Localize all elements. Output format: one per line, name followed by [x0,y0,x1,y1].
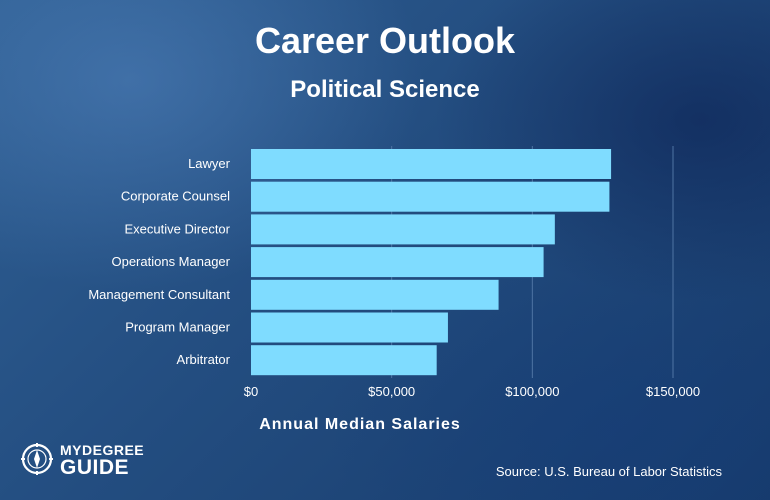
x-tick-label: $0 [244,384,258,399]
category-label: Executive Director [125,221,231,236]
bar-management-consultant [251,279,499,310]
bar-operations-manager [251,247,544,278]
x-axis-label: Annual Median Salaries [259,416,461,433]
bar-program-manager [251,312,448,343]
compass-icon [21,443,53,475]
category-label: Operations Manager [111,254,230,269]
logo-text-bottom: GUIDE [60,456,130,479]
category-label: Management Consultant [88,287,230,302]
brand-logo: MYDEGREE GUIDE [20,440,150,484]
x-tick-label: $50,000 [368,384,415,399]
x-tick-label: $100,000 [505,384,559,399]
logo-text-top: MYDEGREE [60,442,145,458]
bar-executive-director [251,214,555,245]
chart-title: Career Outlook [254,20,516,61]
bar-lawyer [251,149,612,179]
category-label: Program Manager [125,320,230,335]
source-note: Source: U.S. Bureau of Labor Statistics [495,464,722,479]
category-label: Arbitrator [177,352,231,367]
bar-corporate-counsel [251,181,610,212]
category-label: Lawyer [188,156,231,171]
bar-arbitrator [251,345,437,376]
x-tick-label: $150,000 [646,384,700,399]
chart-subtitle: Political Science [290,76,480,103]
category-label: Corporate Counsel [121,189,230,204]
